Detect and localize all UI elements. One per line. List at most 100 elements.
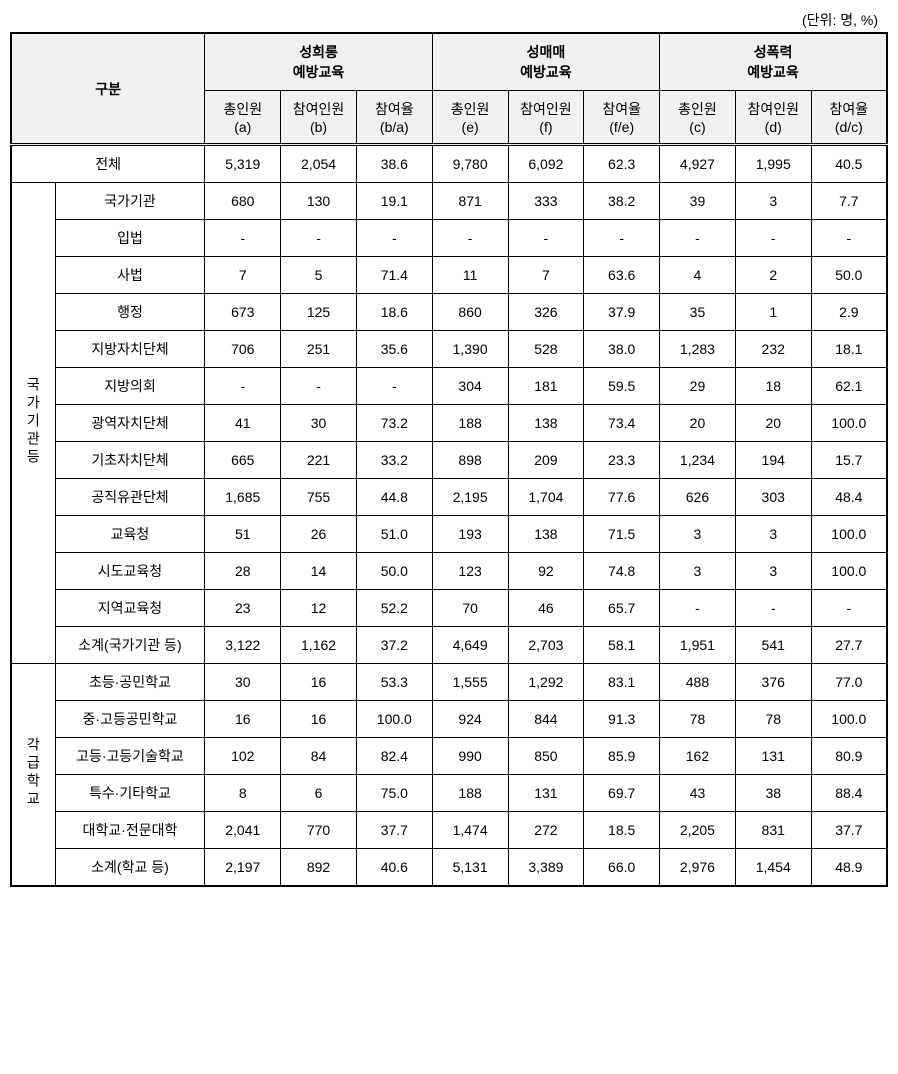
sub-part-f: 참여인원 (f) (508, 91, 584, 145)
cell-dc: 80.9 (811, 738, 887, 775)
cell-dc: 27.7 (811, 627, 887, 664)
sub-total-a: 총인원 (a) (205, 91, 281, 145)
cell-fe: 65.7 (584, 590, 660, 627)
cell-dc: 2.9 (811, 294, 887, 331)
cell-b: 251 (281, 331, 357, 368)
cell-dc: 100.0 (811, 553, 887, 590)
row-label: 공직유관단체 (55, 479, 205, 516)
cell-d: 78 (735, 701, 811, 738)
cell-e: 1,474 (432, 812, 508, 849)
cell-e: 860 (432, 294, 508, 331)
cell-a: 7 (205, 257, 281, 294)
cell-dc: 77.0 (811, 664, 887, 701)
row-label: 교육청 (55, 516, 205, 553)
cell-fe: 69.7 (584, 775, 660, 812)
cell-f: 46 (508, 590, 584, 627)
cell-f: - (508, 220, 584, 257)
cell-c: 488 (660, 664, 736, 701)
row-label: 지역교육청 (55, 590, 205, 627)
row-label: 중·고등공민학교 (55, 701, 205, 738)
cell-c: - (660, 590, 736, 627)
cell-c: 3 (660, 516, 736, 553)
cell-b: - (281, 368, 357, 405)
cell-dc: 40.5 (811, 145, 887, 183)
cell-f: 850 (508, 738, 584, 775)
cell-e: 188 (432, 775, 508, 812)
cell-d: 232 (735, 331, 811, 368)
cell-b: 892 (281, 849, 357, 887)
cell-f: 1,704 (508, 479, 584, 516)
cell-d: 3 (735, 183, 811, 220)
cell-fe: 58.1 (584, 627, 660, 664)
cell-dc: 37.7 (811, 812, 887, 849)
group1-vlabel: 국가기관등 (11, 183, 55, 664)
header-group1: 성희롱 예방교육 (205, 33, 432, 91)
cell-f: 3,389 (508, 849, 584, 887)
cell-dc: 88.4 (811, 775, 887, 812)
cell-d: 194 (735, 442, 811, 479)
cell-dc: 62.1 (811, 368, 887, 405)
cell-c: - (660, 220, 736, 257)
cell-c: 4,927 (660, 145, 736, 183)
cell-ba: 18.6 (356, 294, 432, 331)
cell-dc: 100.0 (811, 516, 887, 553)
cell-ba: 75.0 (356, 775, 432, 812)
cell-ba: 53.3 (356, 664, 432, 701)
cell-fe: 38.0 (584, 331, 660, 368)
cell-a: 680 (205, 183, 281, 220)
cell-fe: 63.6 (584, 257, 660, 294)
cell-dc: - (811, 590, 887, 627)
cell-dc: 15.7 (811, 442, 887, 479)
cell-b: 130 (281, 183, 357, 220)
cell-ba: 37.7 (356, 812, 432, 849)
cell-b: 770 (281, 812, 357, 849)
cell-b: 125 (281, 294, 357, 331)
cell-a: 30 (205, 664, 281, 701)
cell-b: 755 (281, 479, 357, 516)
cell-dc: 48.4 (811, 479, 887, 516)
row-label: 행정 (55, 294, 205, 331)
cell-e: 5,131 (432, 849, 508, 887)
cell-fe: 62.3 (584, 145, 660, 183)
cell-f: 272 (508, 812, 584, 849)
cell-ba: 38.6 (356, 145, 432, 183)
cell-e: 304 (432, 368, 508, 405)
cell-d: 541 (735, 627, 811, 664)
cell-a: 3,122 (205, 627, 281, 664)
cell-d: 303 (735, 479, 811, 516)
cell-a: - (205, 368, 281, 405)
cell-f: 131 (508, 775, 584, 812)
cell-c: 1,951 (660, 627, 736, 664)
cell-ba: 52.2 (356, 590, 432, 627)
cell-dc: - (811, 220, 887, 257)
cell-fe: 59.5 (584, 368, 660, 405)
cell-d: 18 (735, 368, 811, 405)
cell-b: 84 (281, 738, 357, 775)
cell-c: 2,205 (660, 812, 736, 849)
cell-f: 333 (508, 183, 584, 220)
cell-f: 138 (508, 516, 584, 553)
row-label: 입법 (55, 220, 205, 257)
cell-e: 11 (432, 257, 508, 294)
cell-dc: 50.0 (811, 257, 887, 294)
cell-b: 1,162 (281, 627, 357, 664)
cell-ba: 82.4 (356, 738, 432, 775)
cell-b: 12 (281, 590, 357, 627)
cell-e: 123 (432, 553, 508, 590)
cell-dc: 100.0 (811, 405, 887, 442)
cell-b: 26 (281, 516, 357, 553)
cell-ba: 19.1 (356, 183, 432, 220)
cell-f: 528 (508, 331, 584, 368)
row-label: 특수·기타학교 (55, 775, 205, 812)
cell-ba: 73.2 (356, 405, 432, 442)
cell-c: 2,976 (660, 849, 736, 887)
cell-b: 30 (281, 405, 357, 442)
cell-e: - (432, 220, 508, 257)
cell-fe: 18.5 (584, 812, 660, 849)
cell-d: 2 (735, 257, 811, 294)
cell-fe: 73.4 (584, 405, 660, 442)
cell-b: 221 (281, 442, 357, 479)
cell-e: 193 (432, 516, 508, 553)
cell-d: 3 (735, 516, 811, 553)
cell-e: 9,780 (432, 145, 508, 183)
